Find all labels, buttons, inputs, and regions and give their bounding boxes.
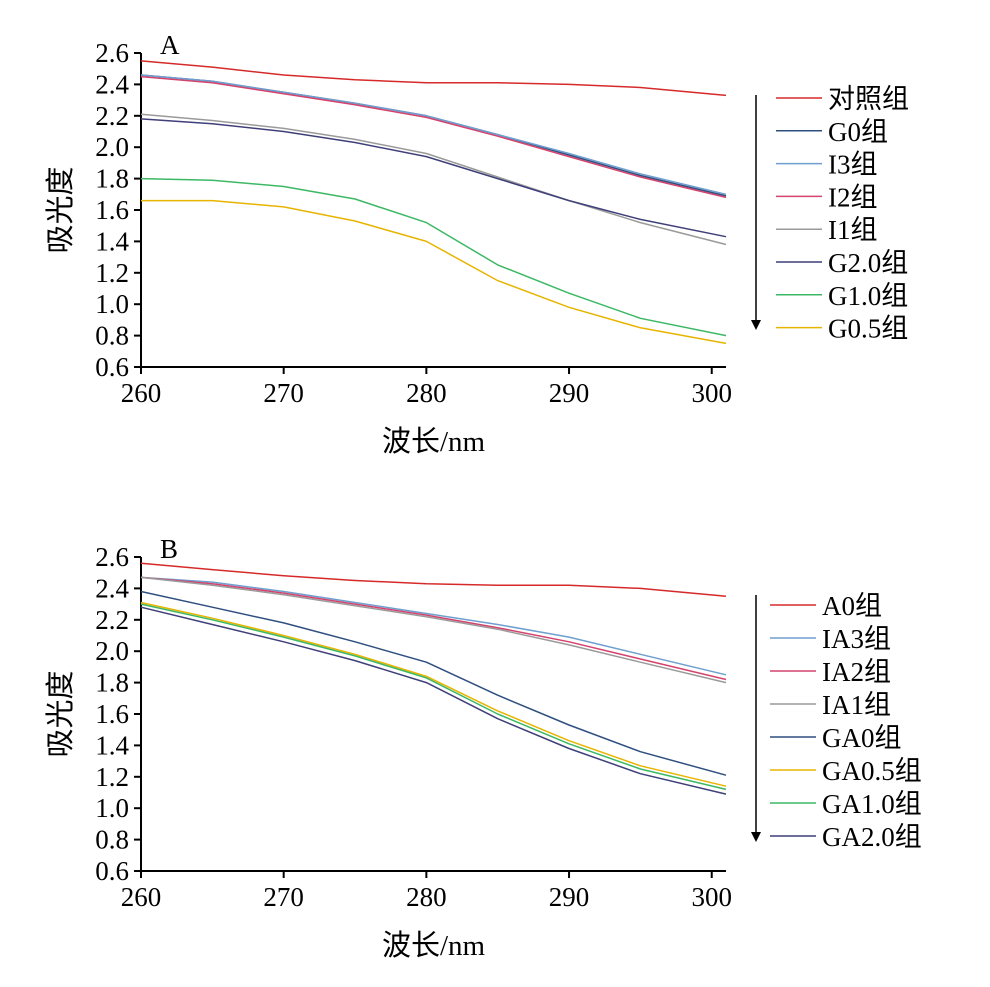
x-tick-label: 300 <box>691 378 732 408</box>
y-tick-label: 1.6 <box>95 195 129 225</box>
y-tick-label: 0.6 <box>95 856 129 886</box>
legend-label: I2组 <box>828 182 878 212</box>
y-tick-label: 1.0 <box>95 289 129 319</box>
y-tick-label: 1.6 <box>95 699 129 729</box>
series-line-2 <box>140 74 727 197</box>
series-line-8 <box>140 606 727 795</box>
legend-label: 对照组 <box>828 84 909 114</box>
series-line-5 <box>140 113 727 246</box>
panel-label: B <box>160 534 178 564</box>
y-tick-label: 1.2 <box>95 258 129 288</box>
legend-label: IA1组 <box>822 690 891 720</box>
series-line-6 <box>140 118 727 238</box>
x-tick-label: 280 <box>406 378 447 408</box>
y-tick-label: 0.6 <box>95 352 129 382</box>
legend-label: G2.0组 <box>828 248 908 278</box>
series-line-6 <box>140 601 727 787</box>
y-tick-label: 0.8 <box>95 825 129 855</box>
trend-arrow-head <box>751 832 761 842</box>
y-axis-title: 吸光度 <box>44 166 77 253</box>
legend-label: GA1.0组 <box>822 789 922 819</box>
series-line-7 <box>140 603 727 791</box>
x-tick-label: 270 <box>263 882 304 912</box>
y-tick-label: 1.0 <box>95 793 129 823</box>
chart-panel-b: 0.60.81.01.21.41.61.82.02.22.42.6 260 270 2… <box>44 534 922 962</box>
series-line-4 <box>140 576 727 684</box>
y-tick-label: 2.4 <box>95 69 129 99</box>
legend-label: G1.0组 <box>828 281 908 311</box>
y-tick-label: 2.6 <box>95 542 129 572</box>
x-tick-label: 270 <box>263 378 304 408</box>
x-tick-label: 260 <box>121 378 162 408</box>
y-tick-label: 2.2 <box>95 605 129 635</box>
y-tick-label: 2.0 <box>95 132 129 162</box>
x-tick-label: 290 <box>549 378 590 408</box>
legend-label: G0.5组 <box>828 314 908 344</box>
y-tick-label: 1.8 <box>95 164 129 194</box>
series-line-8 <box>141 199 727 345</box>
series-line-5 <box>140 590 727 776</box>
x-tick-label: 280 <box>406 882 447 912</box>
x-axis-title: 波长/nm <box>382 929 486 962</box>
chart-panel-a: 0.60.81.01.21.41.61.82.02.22.42.6 260 270 2… <box>44 30 909 458</box>
legend-label: IA3组 <box>822 624 891 654</box>
trend-arrow-head <box>751 320 761 330</box>
series-line-7 <box>140 177 727 337</box>
y-tick-label: 1.4 <box>95 226 129 256</box>
x-tick-label: 260 <box>121 882 162 912</box>
series-line-1 <box>140 60 727 97</box>
legend-label: GA0组 <box>822 723 902 753</box>
legend-label: I3组 <box>828 150 878 180</box>
y-tick-label: 0.8 <box>95 321 129 351</box>
series-line-3 <box>140 576 727 681</box>
y-tick-label: 1.2 <box>95 762 129 792</box>
y-tick-label: 2.0 <box>95 636 129 666</box>
x-axis-title: 波长/nm <box>382 425 486 458</box>
x-tick-label: 300 <box>691 882 732 912</box>
series-line-2 <box>140 576 727 676</box>
y-tick-label: 1.4 <box>95 730 129 760</box>
y-tick-label: 2.2 <box>95 101 129 131</box>
y-axis-title: 吸光度 <box>44 670 77 757</box>
legend-label: I1组 <box>828 215 878 245</box>
panel-label: A <box>160 30 180 60</box>
legend-label: G0组 <box>828 117 888 147</box>
y-tick-label: 1.8 <box>95 668 129 698</box>
legend-label: GA2.0组 <box>822 822 922 852</box>
series-line-1 <box>140 562 727 598</box>
series-line-3 <box>140 74 727 196</box>
legend-label: GA0.5组 <box>822 756 922 786</box>
legend-label: A0组 <box>822 591 882 621</box>
y-tick-label: 2.4 <box>95 573 129 603</box>
x-tick-label: 290 <box>549 882 590 912</box>
series-line-4 <box>140 75 727 199</box>
y-tick-label: 2.6 <box>95 38 129 68</box>
legend-label: IA2组 <box>822 657 891 687</box>
